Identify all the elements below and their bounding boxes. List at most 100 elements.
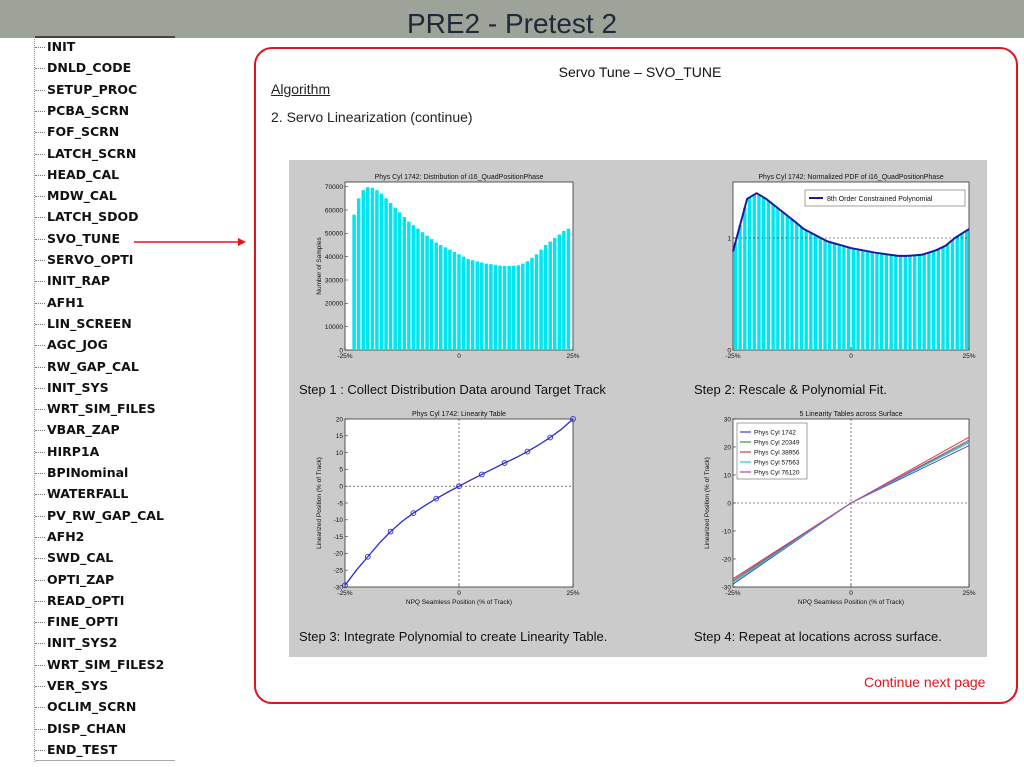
- tree-connector: [35, 196, 45, 198]
- bar: [846, 247, 851, 350]
- step-item-disp-chan[interactable]: DISP_CHAN: [35, 721, 126, 741]
- bar: [553, 238, 557, 350]
- step-item-afh1[interactable]: AFH1: [35, 295, 84, 315]
- bar: [498, 265, 502, 350]
- pointer-arrow-icon: [134, 238, 246, 246]
- bar: [402, 217, 407, 350]
- bar: [429, 239, 434, 350]
- step-item-pv-rw-gap-cal[interactable]: PV_RW_GAP_CAL: [35, 508, 164, 528]
- step-item-init-sys[interactable]: INIT_SYS: [35, 380, 109, 400]
- step-item-fine-opti[interactable]: FINE_OPTI: [35, 614, 118, 634]
- step-item-read-opti[interactable]: READ_OPTI: [35, 593, 124, 613]
- step-item-svo-tune[interactable]: SVO_TUNE: [35, 231, 120, 251]
- x-tick-label: -25%: [337, 590, 352, 597]
- y-tick-label: 30000: [325, 277, 343, 284]
- step-item-bpinominal[interactable]: BPINominal: [35, 465, 128, 485]
- step-item-rw-gap-cal[interactable]: RW_GAP_CAL: [35, 359, 139, 379]
- step-item-label: WATERFALL: [47, 486, 129, 502]
- tree-connector: [35, 132, 45, 134]
- content-frame: [254, 47, 1018, 704]
- chart-title: Phys Cyl 1742: Normalized PDF of i16_Qua…: [758, 174, 943, 181]
- legend-label: Phys Cyl 76120: [754, 469, 800, 476]
- step-item-dnld-code[interactable]: DNLD_CODE: [35, 60, 131, 80]
- step-item-init-rap[interactable]: INIT_RAP: [35, 273, 110, 293]
- x-tick-label: 25%: [962, 590, 975, 597]
- step-item-label: BPINominal: [47, 465, 129, 480]
- step-item-end-test[interactable]: END_TEST: [35, 742, 117, 762]
- step-item-agc-jog[interactable]: AGC_JOG: [35, 337, 108, 357]
- step-item-latch-scrn[interactable]: LATCH_SCRN: [35, 146, 136, 166]
- bar: [913, 255, 917, 350]
- bar: [832, 243, 837, 350]
- bar: [557, 234, 562, 350]
- bar: [434, 242, 438, 350]
- step-item-label: FOF_SCRN: [47, 124, 120, 140]
- tree-connector: [35, 600, 45, 602]
- step-item-label: PCBA_SCRN: [47, 102, 130, 118]
- y-tick-label: 70000: [325, 184, 343, 191]
- step-item-wrt-sim-files[interactable]: WRT_SIM_FILES: [35, 401, 156, 421]
- step-item-hirp1a[interactable]: HIRP1A: [35, 444, 99, 464]
- bar: [804, 230, 808, 350]
- y-tick-label: 0: [339, 484, 343, 491]
- step-item-init-sys2[interactable]: INIT_SYS2: [35, 635, 117, 655]
- bar: [785, 215, 789, 350]
- bar: [761, 197, 766, 350]
- algorithm-label: Algorithm: [271, 81, 331, 97]
- bar: [366, 187, 370, 350]
- bar: [752, 194, 756, 350]
- bar: [780, 211, 785, 350]
- step-item-wrt-sim-files2[interactable]: WRT_SIM_FILES2: [35, 657, 164, 677]
- bar: [879, 253, 884, 350]
- tree-connector: [35, 302, 45, 304]
- bar: [379, 193, 384, 350]
- bar: [894, 255, 898, 350]
- legend-box: [804, 189, 966, 207]
- step-item-vbar-zap[interactable]: VBAR_ZAP: [35, 422, 120, 442]
- bar: [425, 235, 429, 350]
- x-tick-label: -25%: [337, 353, 352, 360]
- step-item-opti-zap[interactable]: OPTI_ZAP: [35, 572, 114, 592]
- step-item-lin-screen[interactable]: LIN_SCREEN: [35, 316, 132, 336]
- step-item-oclim-scrn[interactable]: OCLIM_SCRN: [35, 699, 136, 719]
- y-tick-label: 0: [727, 500, 731, 507]
- step-item-afh2[interactable]: AFH2: [35, 529, 84, 549]
- step-item-latch-sdod[interactable]: LATCH_SDOD: [35, 209, 138, 229]
- tree-connector: [35, 110, 45, 112]
- data-point: [342, 582, 348, 589]
- bar: [562, 231, 566, 350]
- bar: [776, 208, 780, 350]
- x-tick-label: 0: [849, 590, 853, 597]
- bar: [480, 262, 484, 350]
- step-item-servo-opti[interactable]: SERVO_OPTI: [35, 252, 133, 272]
- step-item-ver-sys[interactable]: VER_SYS: [35, 678, 108, 698]
- bar: [502, 266, 507, 350]
- step-item-label: FINE_OPTI: [47, 614, 119, 630]
- tree-connector: [35, 217, 45, 219]
- step-item-pcba-scrn[interactable]: PCBA_SCRN: [35, 103, 129, 123]
- bar: [475, 261, 479, 350]
- step-item-init[interactable]: INIT: [35, 39, 75, 59]
- step2-caption: Step 2: Rescale & Polynomial Fit.: [694, 382, 887, 397]
- bar: [521, 263, 525, 350]
- step-item-waterfall[interactable]: WATERFALL: [35, 486, 128, 506]
- y-tick-label: 20: [336, 416, 344, 423]
- list-top-rule: [35, 36, 175, 38]
- bar: [818, 237, 823, 350]
- y-tick-label: 40000: [325, 254, 343, 261]
- bar: [856, 249, 860, 350]
- tree-connector: [35, 749, 45, 751]
- step-item-head-cal[interactable]: HEAD_CAL: [35, 167, 119, 187]
- step-item-setup-proc[interactable]: SETUP_PROC: [35, 82, 137, 102]
- bar: [950, 239, 955, 350]
- tree-connector: [35, 68, 45, 70]
- step-item-label: INIT_SYS2: [47, 635, 118, 651]
- page-title: PRE2 - Pretest 2: [406, 8, 618, 39]
- step-item-mdw-cal[interactable]: MDW_CAL: [35, 188, 117, 208]
- step-item-label: LIN_SCREEN: [47, 315, 132, 331]
- tree-connector: [35, 707, 45, 709]
- step-item-label: AFH1: [47, 294, 85, 310]
- step-item-fof-scrn[interactable]: FOF_SCRN: [35, 124, 119, 144]
- polynomial-fit-line: [732, 192, 970, 257]
- step-item-swd-cal[interactable]: SWD_CAL: [35, 550, 113, 570]
